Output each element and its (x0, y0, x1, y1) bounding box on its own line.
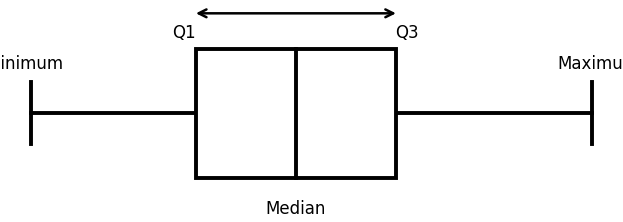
Text: Minimum: Minimum (0, 55, 64, 73)
Text: Q1: Q1 (173, 24, 196, 42)
Text: Maximum: Maximum (557, 55, 623, 73)
Bar (196, 49, 396, 178)
Text: Q3: Q3 (396, 24, 419, 42)
Text: Median: Median (266, 200, 326, 218)
